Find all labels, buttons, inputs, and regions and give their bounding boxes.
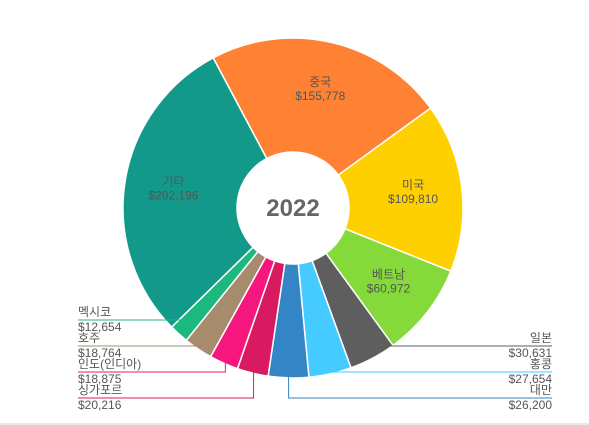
slice-3-name-label: 일본 [530,331,552,345]
donut-hole [237,152,349,264]
slice-9-leader-line [78,319,182,331]
slice-10-name-label: 기타 [162,175,184,189]
slice-7-value-label: $18,875 [78,372,122,386]
labels-layer: 중국$155,778 미국$109,810 베트남$60,972 일본$30,631홍… [78,75,552,412]
slice-7-leader-line [78,359,226,373]
slice-4-value-label: $27,654 [509,372,553,386]
slice-7-name-label: 인도(인디아) [78,357,141,371]
slice-3-value-label: $30,631 [509,346,553,360]
slice-6-name-label: 싱가포르 [78,383,122,397]
slice-0-value-label: $155,778 [295,89,345,103]
slice-9-value-label: $12,654 [78,320,122,334]
slice-5-value-label: $26,200 [509,398,553,412]
slice-8-value-label: $18,764 [78,346,122,360]
slice-8-name-label: 호주 [78,331,100,345]
bottom-divider [0,423,589,425]
slice-4-name-label: 홍콩 [530,357,552,371]
slice-5-leader-line [288,373,552,399]
slice-2-value-label: $60,972 [367,281,411,295]
slice-6-value-label: $20,216 [78,398,122,412]
slice-6-leader-line [78,369,255,399]
center-year-label: 2022 [266,195,319,222]
slice-0-name-label: 중국 [309,75,331,89]
slice-5-name-label: 대만 [530,383,552,397]
slice-9-name-label: 멕시코 [78,305,111,319]
slice-10-value-label: $202,196 [148,189,198,203]
slice-4-leader-line [328,369,552,373]
slice-1-name-label: 미국 [402,178,424,192]
slice-3-leader-line [370,345,552,355]
slices-layer [122,37,464,379]
slice-1-value-label: $109,810 [388,192,438,206]
slice-2-name-label: 베트남 [372,267,405,281]
